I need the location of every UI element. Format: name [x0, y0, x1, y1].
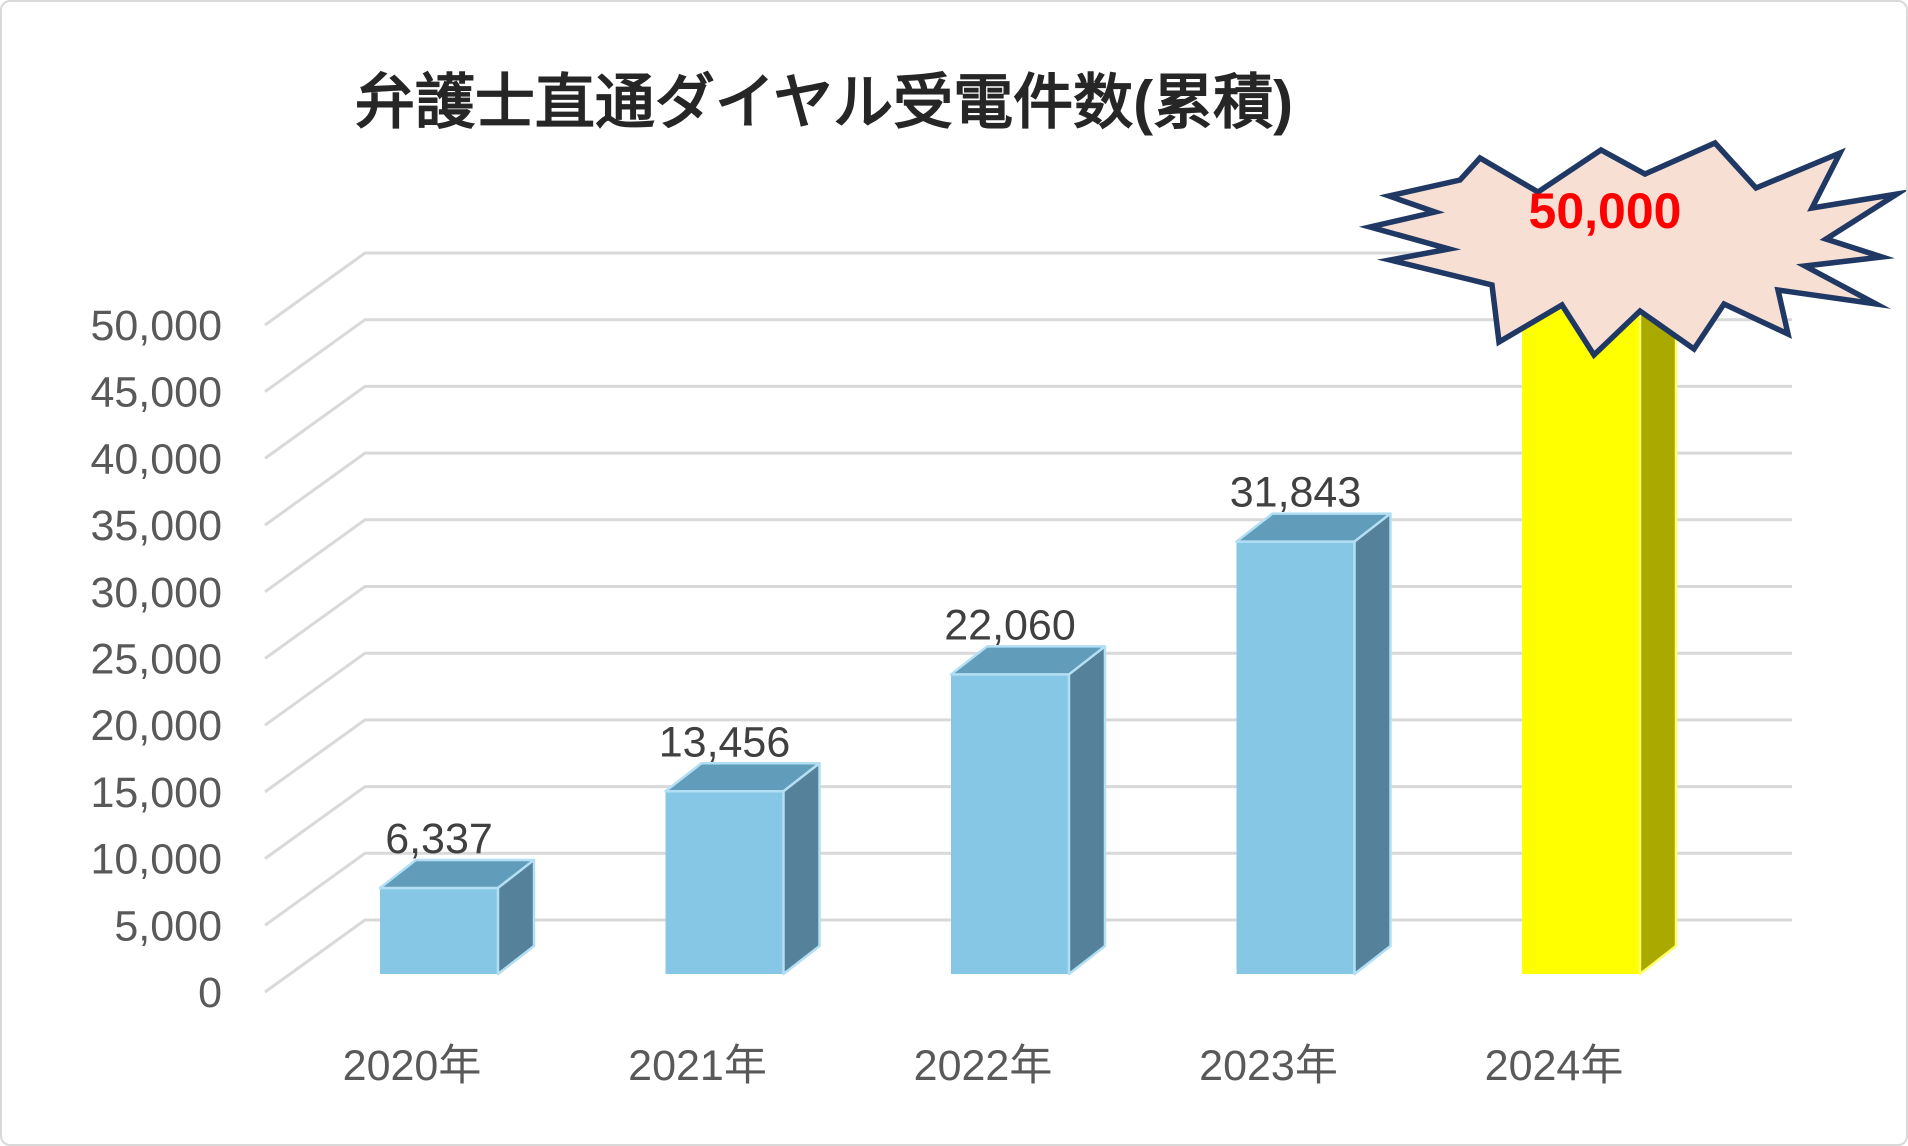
bar-front-face [380, 887, 498, 974]
callout-value-label: 50,000 [1529, 183, 1682, 239]
bar-side-face [1638, 265, 1678, 976]
y-axis-tick-label: 40,000 [90, 435, 222, 483]
y-axis-tick-label: 35,000 [90, 502, 222, 550]
x-axis-label-2023年: 2023年 [1199, 1042, 1338, 1090]
explosion-callout: 50,000 [1358, 139, 1906, 360]
bar-2020年 [378, 858, 536, 976]
bar-front-face [1522, 295, 1640, 974]
bar-side-face [1067, 645, 1107, 976]
y-axis-tick-label: 30,000 [90, 569, 222, 617]
data-label-2022年: 22,060 [944, 601, 1076, 649]
y-axis-tick-label: 15,000 [90, 769, 222, 817]
gridline [264, 318, 1792, 393]
bar-side-face [496, 858, 536, 976]
x-axis-label-2021年: 2021年 [628, 1042, 767, 1090]
y-axis-tick-label: 0 [198, 969, 222, 1017]
bar-front-face [951, 674, 1069, 974]
x-axis-label-2020年: 2020年 [343, 1042, 482, 1090]
data-label-2020年: 6,337 [385, 815, 493, 863]
y-axis-tick-label: 5,000 [114, 902, 222, 950]
bar-2022年 [949, 645, 1107, 976]
explosion-shape [1358, 139, 1906, 360]
data-label-2021年: 13,456 [659, 718, 791, 766]
y-axis-tick-label: 50,000 [90, 302, 222, 350]
bar-front-face [1236, 541, 1355, 974]
x-axis-label-2022年: 2022年 [914, 1042, 1053, 1090]
bar-side-face [782, 762, 821, 976]
y-axis-tick-label: 45,000 [90, 369, 222, 417]
gridline [264, 251, 1792, 327]
y-axis-tick-label: 20,000 [90, 702, 222, 750]
data-label-2023年: 31,843 [1230, 469, 1362, 517]
y-axis-tick-label: 25,000 [90, 636, 222, 684]
gridline [264, 451, 1792, 527]
bar-front-face [665, 791, 784, 974]
y-axis-tick-label: 10,000 [90, 836, 222, 884]
bar-side-face [1353, 512, 1392, 976]
x-axis-label-2024年: 2024年 [1485, 1042, 1624, 1090]
bar-2024年 [1520, 265, 1678, 976]
gridline [264, 384, 1792, 460]
bar-2023年 [1235, 512, 1392, 976]
bar-2021年 [664, 762, 821, 976]
